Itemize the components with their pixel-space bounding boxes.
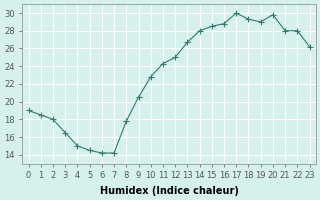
X-axis label: Humidex (Indice chaleur): Humidex (Indice chaleur)	[100, 186, 238, 196]
